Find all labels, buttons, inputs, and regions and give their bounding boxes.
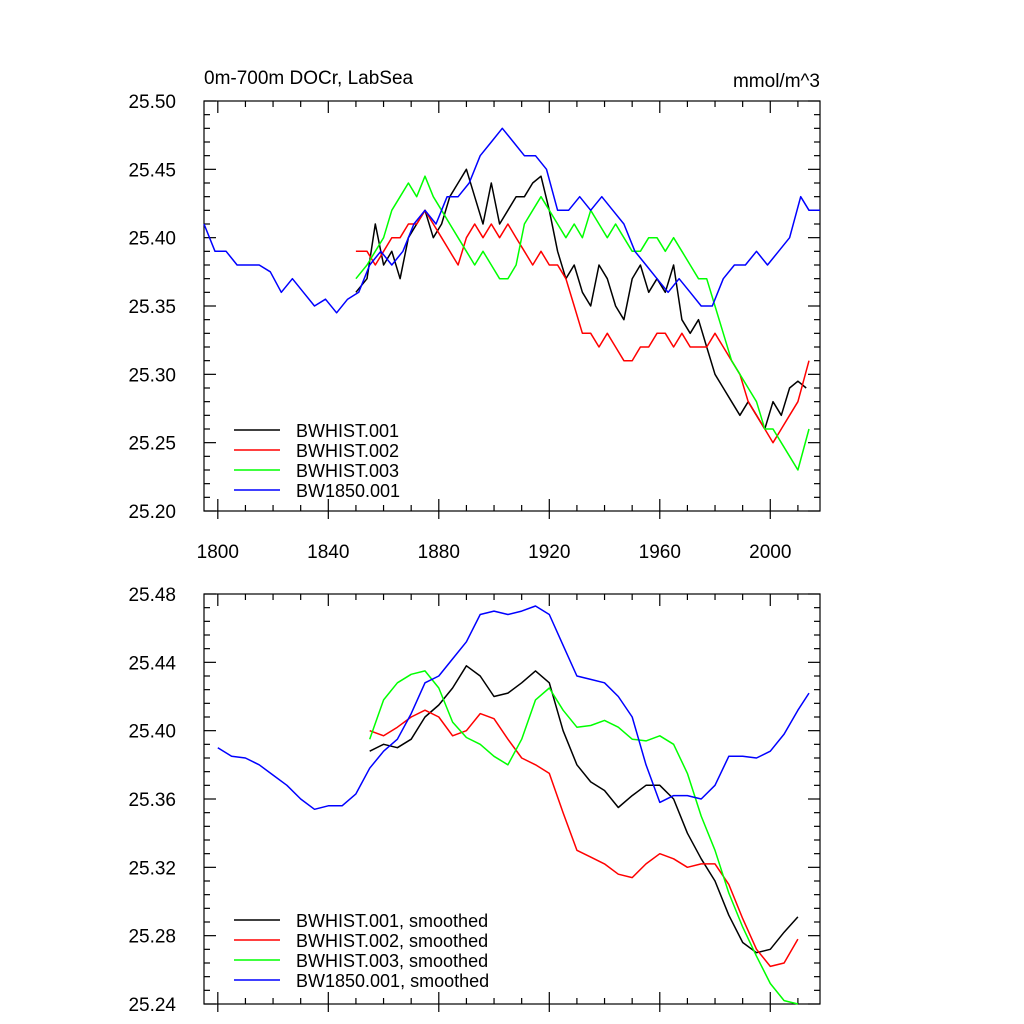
y-tick-label: 25.44: [128, 653, 176, 674]
top-axis-ticks: 1800 1840 1880 1920 1960 2000 25.20 25.25 25.30 2…: [128, 92, 820, 563]
y-tick-label: 25.35: [128, 297, 176, 318]
legend-label: BW1850.001, smoothed: [296, 971, 489, 991]
top-chart-title: 0m-700m DOCr, LabSea: [204, 68, 414, 89]
bottom-axis-ticks: 25.24 25.28 25.32 25.36 25.40 25.44 25.48: [128, 585, 820, 1016]
bottom-panel: 25.24 25.28 25.32 25.36 25.40 25.44 25.48 BWHI…: [128, 585, 821, 1016]
series-line-3: [368, 670, 799, 1005]
x-tick-label: 2000: [749, 542, 791, 563]
series-line-4: [203, 127, 820, 314]
y-tick-label: 25.30: [128, 365, 176, 386]
series-line-2: [355, 209, 810, 444]
top-chart-units: mmol/m^3: [733, 71, 820, 92]
legend-label: BWHIST.002: [296, 441, 399, 461]
legend-label: BWHIST.003, smoothed: [296, 951, 488, 971]
top-series-group: [203, 127, 820, 471]
y-tick-label: 25.24: [128, 995, 176, 1016]
y-tick-label: 25.48: [128, 585, 176, 606]
y-tick-label: 25.40: [128, 722, 176, 743]
y-tick-label: 25.25: [128, 434, 176, 455]
legend-label: BWHIST.001: [296, 421, 399, 441]
legend-label: BW1850.001: [296, 481, 400, 501]
x-tick-label: 1800: [197, 542, 239, 563]
legend-label: BWHIST.001, smoothed: [296, 911, 488, 931]
y-tick-label: 25.20: [128, 502, 176, 523]
series-line-4: [217, 605, 810, 811]
bottom-series-group: [217, 605, 810, 1005]
y-tick-label: 25.36: [128, 790, 176, 811]
series-line-2: [369, 709, 799, 968]
y-tick-label: 25.45: [128, 160, 176, 181]
y-tick-label: 25.28: [128, 927, 176, 948]
y-tick-label: 25.32: [128, 858, 176, 879]
y-tick-label: 25.40: [128, 229, 176, 250]
legend-label: BWHIST.002, smoothed: [296, 931, 488, 951]
legend-label: BWHIST.003: [296, 461, 399, 481]
x-tick-label: 1880: [418, 542, 460, 563]
top-panel: 0m-700m DOCr, LabSea mmol/m^3 1800 1840 18…: [128, 68, 821, 563]
series-line-1: [369, 665, 799, 954]
series-line-1: [355, 168, 807, 430]
series-line-3: [355, 175, 810, 471]
x-tick-label: 1920: [528, 542, 570, 563]
x-tick-label: 1960: [639, 542, 681, 563]
x-tick-label: 1840: [307, 542, 349, 563]
y-tick-label: 25.50: [128, 92, 176, 113]
